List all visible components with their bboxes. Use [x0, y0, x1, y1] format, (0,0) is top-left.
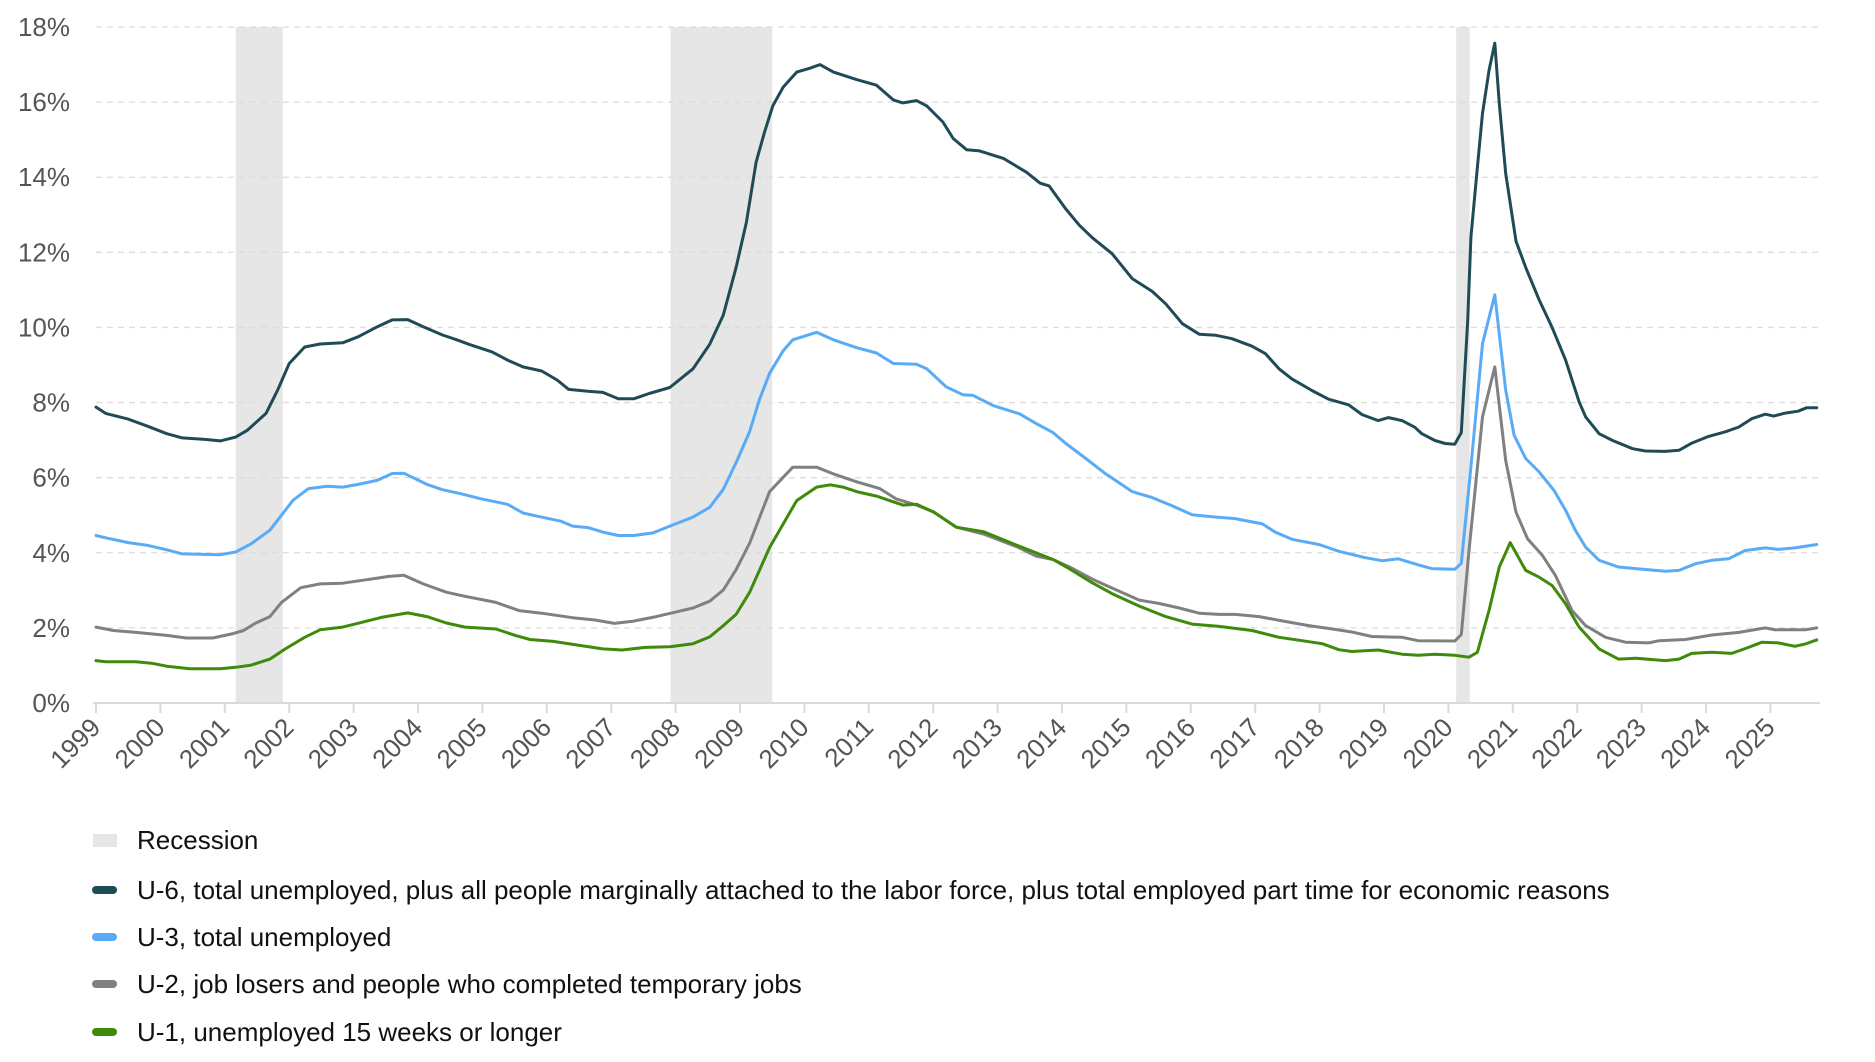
y-tick-label: 18% — [18, 12, 70, 42]
series-line-u-6 — [94, 41, 1819, 453]
x-tick-label: 2014 — [1010, 712, 1072, 774]
x-tick-label: 2007 — [559, 712, 621, 774]
y-tick-label: 6% — [32, 463, 70, 493]
x-tick-label: 2022 — [1525, 712, 1587, 774]
x-tick-label: 2018 — [1268, 712, 1330, 774]
legend-label-recession: Recession — [137, 825, 258, 855]
y-axis: 0% 2% 4% 6% 8% 10% 12% 14% 16% 18% — [18, 12, 70, 718]
x-tick-label: 1999 — [44, 712, 106, 774]
legend: Recession U-6, total unemployed, plus al… — [92, 825, 1610, 1047]
legend-label-u3: U-3, total unemployed — [137, 922, 391, 952]
series-line-u-1 — [94, 483, 1819, 671]
x-tick-label: 2023 — [1590, 712, 1652, 774]
x-tick-label: 2024 — [1654, 712, 1716, 774]
legend-label-u6: U-6, total unemployed, plus all people m… — [137, 875, 1610, 905]
x-tick-label: 2025 — [1719, 712, 1781, 774]
series-line-u-3 — [94, 293, 1819, 573]
x-tick-label: 2009 — [688, 712, 750, 774]
legend-swatch-recession — [93, 834, 117, 847]
recession-band — [670, 27, 773, 703]
x-tick-label: 2006 — [495, 712, 557, 774]
y-tick-label: 0% — [32, 688, 70, 718]
y-tick-label: 12% — [18, 237, 70, 267]
recession-band — [1456, 27, 1470, 703]
y-tick-label: 2% — [32, 613, 70, 643]
x-tick-label: 2012 — [881, 712, 943, 774]
y-tick-label: 16% — [18, 87, 70, 117]
x-tick-label: 2021 — [1461, 712, 1523, 774]
y-tick-label: 8% — [32, 388, 70, 418]
x-tick-label: 2016 — [1139, 712, 1201, 774]
recession-bands — [235, 27, 1470, 703]
x-tick-label: 2008 — [624, 712, 686, 774]
y-tick-label: 14% — [18, 162, 70, 192]
series-lines — [94, 41, 1819, 671]
y-tick-label: 4% — [32, 538, 70, 568]
x-tick-label: 2013 — [946, 712, 1008, 774]
x-tick-label: 2017 — [1203, 712, 1265, 774]
x-axis: 1999 2000 2001 2002 2003 2004 2005 2006 2007 2008… — [44, 702, 1820, 774]
x-tick-label: 2002 — [237, 712, 299, 774]
legend-item-recession: Recession — [93, 825, 258, 855]
x-tick-label: 2003 — [302, 712, 364, 774]
series-line-u-2 — [94, 365, 1819, 645]
legend-item-u6: U-6, total unemployed, plus all people m… — [92, 875, 1610, 905]
legend-label-u1: U-1, unemployed 15 weeks or longer — [137, 1017, 562, 1047]
x-tick-label: 2001 — [173, 712, 235, 774]
legend-item-u1: U-1, unemployed 15 weeks or longer — [92, 1017, 562, 1047]
x-tick-label: 2004 — [366, 712, 428, 774]
x-tick-label: 2020 — [1397, 712, 1459, 774]
y-tick-label: 10% — [18, 312, 70, 342]
legend-item-u3: U-3, total unemployed — [92, 922, 391, 952]
x-tick-label: 2015 — [1075, 712, 1137, 774]
legend-label-u2: U-2, job losers and people who completed… — [137, 969, 802, 999]
recession-band — [235, 27, 283, 703]
gridlines — [96, 26, 1820, 629]
x-tick-label: 2010 — [753, 712, 815, 774]
x-tick-label: 2011 — [818, 712, 879, 773]
legend-item-u2: U-2, job losers and people who completed… — [92, 969, 802, 999]
x-tick-label: 2000 — [109, 712, 171, 774]
x-tick-label: 2005 — [431, 712, 493, 774]
x-tick-label: 2019 — [1332, 712, 1394, 774]
